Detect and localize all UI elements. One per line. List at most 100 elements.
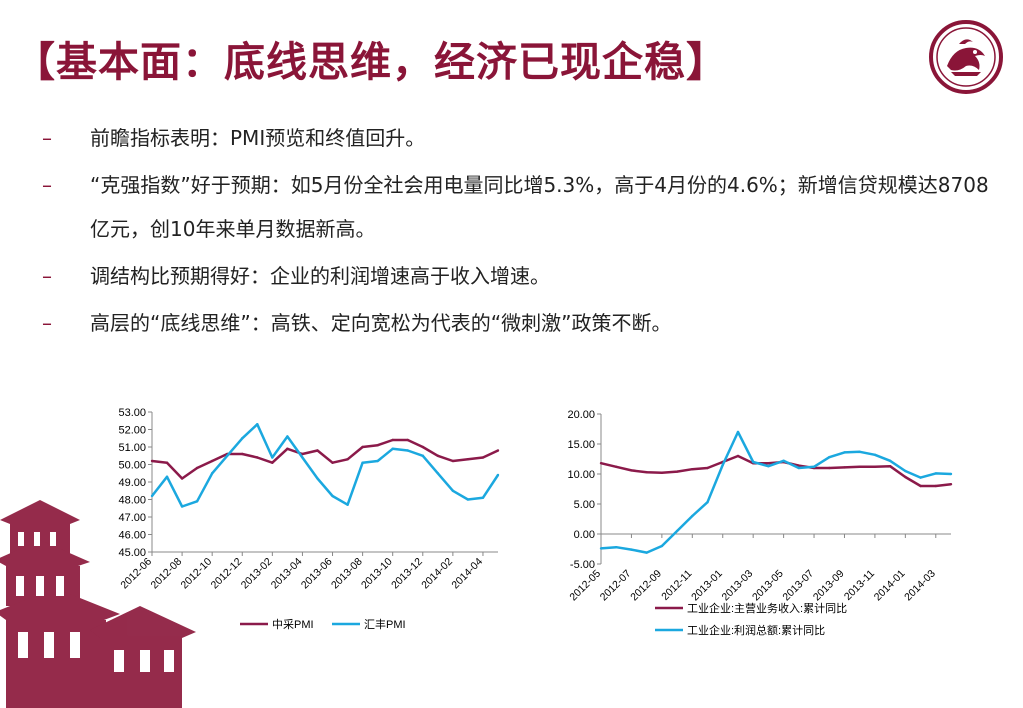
bullet-dash: –: [42, 311, 52, 335]
emblem-seal-icon: [929, 20, 1003, 94]
data-point: [736, 430, 740, 434]
y-tick-label: 5.00: [574, 499, 595, 511]
data-point: [934, 484, 937, 488]
y-tick-label: 0.00: [574, 529, 595, 541]
pagoda-illustration-icon: [0, 500, 196, 708]
y-tick-label: 15.00: [567, 439, 595, 451]
data-point: [645, 471, 648, 474]
data-point: [210, 472, 214, 475]
data-point: [241, 437, 244, 440]
bullet-item: – “克强指数”好于预期：如5月份全社会用电量同比增5.3%，高于4月份的4.6…: [42, 163, 992, 251]
data-point: [346, 503, 349, 506]
data-point: [210, 459, 214, 463]
y-tick-label: 49.00: [118, 477, 146, 489]
x-tick-label: 2013-12: [389, 556, 425, 592]
series-line-2: [600, 430, 952, 554]
data-point: [888, 465, 892, 468]
data-point: [828, 456, 831, 459]
x-tick-label: 2014-03: [902, 568, 938, 604]
x-tick-label: 2014-01: [872, 568, 908, 604]
pmi-line-chart: 45.00 46.00 47.00 48.00 49.00 50.00 51.00 52.00…: [118, 407, 500, 631]
data-point: [630, 548, 633, 551]
legend-label: 汇丰PMI: [364, 618, 406, 631]
data-point: [751, 460, 755, 464]
bullet-item: – 前瞻指标表明：PMI预览和终值回升。: [42, 116, 992, 160]
x-tick-label: 2012-07: [598, 568, 634, 604]
bullet-dash: –: [42, 264, 52, 288]
x-tick-label: 2013-07: [780, 568, 816, 604]
data-point: [180, 477, 184, 480]
data-point: [691, 514, 694, 518]
data-point: [934, 472, 937, 475]
y-tick-label: 46.00: [118, 530, 146, 542]
data-point: [888, 459, 892, 462]
legend-label: 中采PMI: [272, 618, 314, 631]
data-point: [645, 551, 648, 554]
data-point: [421, 454, 424, 457]
y-tick-label: 53.00: [118, 407, 146, 419]
data-point: [706, 501, 709, 504]
data-point: [391, 447, 394, 450]
y-tick-label: 51.00: [118, 442, 146, 454]
data-point: [599, 462, 603, 465]
y-tick-label: 52.00: [118, 425, 146, 437]
data-point: [615, 546, 618, 549]
x-tick-label: 2013-05: [750, 568, 786, 604]
data-point: [858, 465, 861, 468]
data-point: [466, 498, 470, 501]
data-point: [195, 500, 199, 503]
data-point: [630, 469, 633, 472]
x-tick-label: 2014-02: [419, 556, 455, 592]
bullet-text: “克强指数”好于预期：如5月份全社会用电量同比增5.3%，高于4月份的4.6%；…: [90, 173, 989, 241]
x-tick-label: 2013-06: [299, 556, 335, 592]
data-point: [599, 547, 603, 550]
data-point: [331, 494, 334, 498]
data-point: [706, 466, 709, 470]
data-point: [904, 475, 907, 479]
data-point: [767, 465, 770, 468]
x-tick-label: 2013-10: [359, 556, 395, 592]
industrial-profit-revenue-chart: -5.000.005.0010.0015.0020.002012-052012-…: [567, 409, 953, 637]
data-point: [675, 529, 679, 533]
data-point: [660, 471, 664, 474]
data-point: [406, 438, 409, 442]
data-point: [797, 466, 801, 470]
data-point: [271, 456, 274, 459]
x-tick-label: 2012-10: [179, 556, 215, 592]
y-tick-label: 45.00: [118, 547, 146, 559]
data-point: [316, 449, 319, 452]
x-tick-label: 2013-03: [720, 568, 756, 604]
data-point: [241, 452, 244, 456]
data-point: [843, 451, 846, 454]
data-point: [361, 461, 364, 464]
data-point: [361, 445, 364, 449]
data-point: [873, 453, 877, 456]
y-tick-label: 50.00: [118, 460, 146, 472]
data-point: [165, 475, 169, 478]
data-point: [376, 444, 379, 447]
data-point: [797, 464, 801, 467]
data-point: [195, 466, 199, 470]
data-point: [451, 459, 455, 463]
data-point: [346, 458, 349, 461]
data-point: [271, 461, 274, 464]
bullet-list: – 前瞻指标表明：PMI预览和终值回升。 – “克强指数”好于预期：如5月份全社…: [42, 116, 992, 348]
x-tick-label: 2013-11: [842, 568, 877, 603]
data-point: [436, 454, 440, 457]
x-tick-label: 2013-02: [239, 556, 275, 592]
data-point: [451, 489, 455, 492]
data-point: [150, 459, 154, 463]
data-point: [782, 459, 785, 462]
data-point: [481, 496, 485, 499]
data-point: [858, 450, 861, 453]
y-tick-label: 47.00: [118, 512, 146, 524]
data-point: [949, 483, 953, 486]
data-point: [675, 470, 679, 473]
slide-title: 【基本面：底线思维，经济已现企稳】: [14, 38, 728, 86]
x-tick-label: 2012-06: [118, 556, 154, 592]
x-tick-label: 2013-08: [329, 556, 365, 592]
data-point: [691, 468, 694, 471]
data-point: [496, 473, 500, 477]
data-point: [949, 472, 953, 476]
bullet-text: 调结构比预期得好：企业的利润增速高于收入增速。: [90, 264, 550, 288]
